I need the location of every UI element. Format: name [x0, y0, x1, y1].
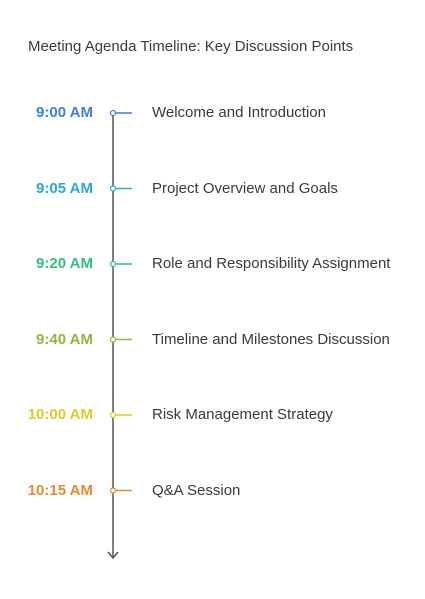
timeline-time: 10:00 AM [27, 406, 93, 423]
timeline-label: Q&A Session [152, 481, 241, 499]
timeline-dot [109, 336, 117, 343]
timeline-time: 9:00 AM [36, 104, 93, 121]
timeline-time: 9:40 AM [36, 330, 93, 348]
timeline-time: 10:15 AM [27, 481, 93, 499]
timeline-label: Role and Responsibility Assignment [152, 255, 391, 272]
timeline-dot [109, 411, 117, 419]
timeline-dot [109, 487, 117, 494]
timeline-label: Welcome and Introduction [152, 104, 326, 121]
timeline-dot [109, 109, 117, 117]
timeline-dot [109, 260, 117, 268]
diagram-title: Meeting Agenda Timeline: Key Discussion … [28, 38, 354, 55]
timeline-dot [109, 185, 117, 192]
timeline-label: Risk Management Strategy [152, 406, 333, 423]
timeline-time: 9:20 AM [36, 255, 93, 272]
timeline-label: Timeline and Milestones Discussion [152, 330, 390, 348]
arrow-down-icon [107, 551, 119, 560]
timeline-time: 9:05 AM [36, 179, 93, 197]
timeline-label: Project Overview and Goals [152, 179, 338, 197]
